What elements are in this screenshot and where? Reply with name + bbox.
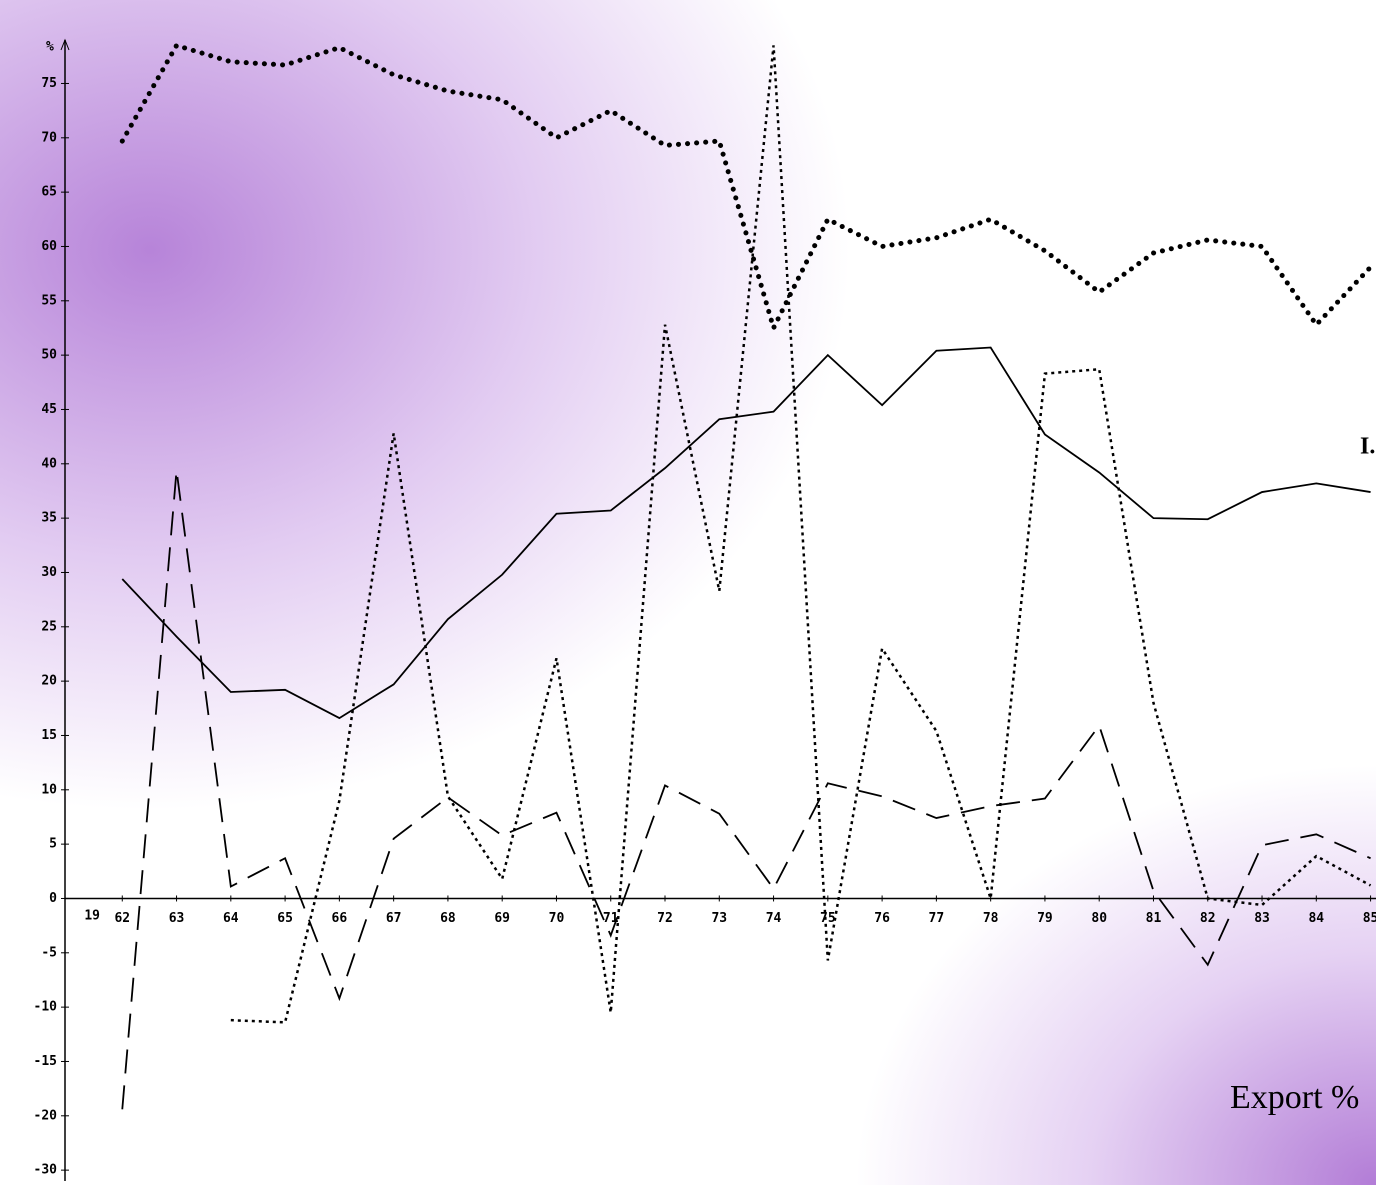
y-tick-label: 0 [49, 891, 57, 906]
x-tick-label: 63 [169, 911, 185, 926]
x-tick-label: 82 [1200, 911, 1216, 926]
x-tick-label: 69 [494, 911, 510, 926]
x-tick-label: 85 [1363, 911, 1376, 926]
caption: Export % [1230, 1079, 1359, 1116]
y-tick-label: -10 [34, 1000, 58, 1015]
x-tick-label: 66 [332, 911, 348, 926]
x-tick-label: 74 [766, 911, 782, 926]
y-axis-label: % [46, 40, 54, 55]
y-tick-label: 25 [41, 619, 57, 634]
page: % 19 I. Export % -30 -20 -15 -10 -5 0 5 10 15 20 2… [0, 0, 1376, 1185]
x-tick-label: 70 [549, 911, 565, 926]
y-tick-label: 30 [41, 565, 57, 580]
x-tick-label: 79 [1037, 911, 1053, 926]
y-tick-label: 40 [41, 456, 57, 471]
y-tick-label: 60 [41, 239, 57, 254]
x-tick-label: 65 [277, 911, 293, 926]
side-label: I. [1360, 434, 1375, 460]
x-tick-label: 73 [711, 911, 727, 926]
chart: % 19 I. Export % -30 -20 -15 -10 -5 0 5 10 15 20 2… [0, 0, 1376, 1185]
x-tick-label: 68 [440, 911, 456, 926]
y-tick-label: 70 [41, 130, 57, 145]
y-tick-label: 75 [41, 76, 57, 91]
y-tick-label: 55 [41, 293, 57, 308]
y-tick-label: 50 [41, 348, 57, 363]
x-axis-prefix: 19 [84, 909, 100, 924]
y-tick-label: 5 [49, 837, 57, 852]
series-line [122, 470, 1370, 1109]
y-tick-label: -30 [34, 1163, 58, 1178]
x-tick-label: 64 [223, 911, 239, 926]
x-tick-label: 72 [657, 911, 673, 926]
y-tick-label: -5 [41, 945, 57, 960]
x-tick-label: 81 [1146, 911, 1162, 926]
y-tick-label: 15 [41, 728, 57, 743]
y-tick-label: -15 [34, 1054, 57, 1069]
series-line [122, 45, 1370, 328]
y-tick-label: 45 [41, 402, 57, 417]
x-tick-label: 78 [983, 911, 999, 926]
x-tick-label: 80 [1091, 911, 1107, 926]
x-tick-label: 76 [874, 911, 890, 926]
y-tick-label: 65 [41, 185, 57, 200]
y-tick-label: 10 [41, 782, 57, 797]
x-tick-label: 75 [820, 911, 836, 926]
x-tick-label: 84 [1308, 911, 1324, 926]
x-tick-label: 83 [1254, 911, 1270, 926]
x-tick-label: 67 [386, 911, 402, 926]
x-tick-label: 62 [114, 911, 130, 926]
x-tick-label: 77 [929, 911, 945, 926]
y-tick-label: 20 [41, 674, 57, 689]
y-tick-label: -20 [34, 1108, 58, 1123]
series-line [122, 348, 1370, 719]
y-tick-label: 35 [41, 511, 57, 526]
series-line [231, 45, 1371, 1022]
